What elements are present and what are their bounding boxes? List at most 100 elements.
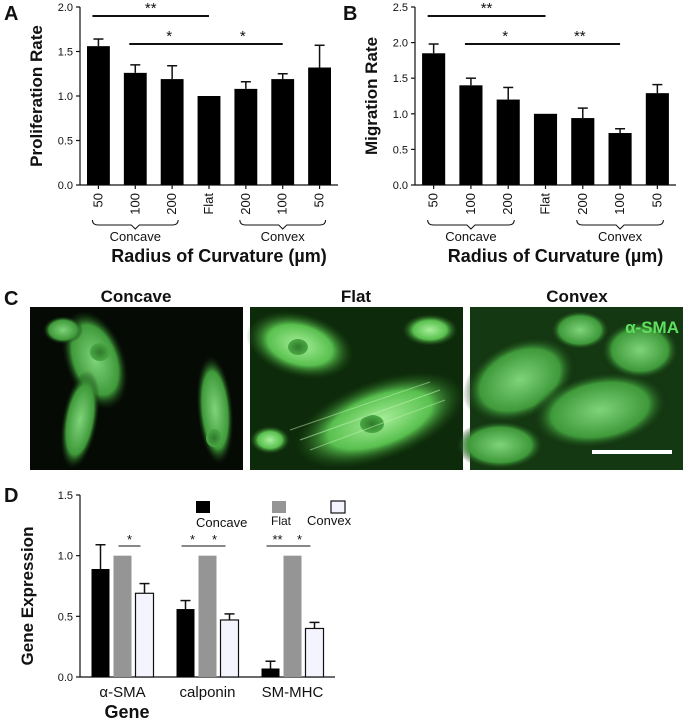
significance-label: ** bbox=[272, 532, 282, 547]
panel-letter-c: C bbox=[4, 288, 18, 310]
bar-flat bbox=[198, 555, 217, 677]
significance-label: * bbox=[502, 28, 508, 45]
group-bracket bbox=[427, 219, 515, 230]
significance-label: ** bbox=[481, 0, 493, 17]
y-tick-label: 2.0 bbox=[58, 2, 73, 14]
bar bbox=[533, 113, 558, 185]
image-title-convex: Convex bbox=[546, 287, 608, 306]
bar bbox=[271, 79, 295, 185]
x-tick-label: SM-MHC bbox=[262, 684, 324, 701]
bar-concave bbox=[176, 609, 195, 677]
group-label: Convex bbox=[261, 229, 306, 244]
x-tick-label: Flat bbox=[201, 193, 216, 215]
group-bracket bbox=[239, 219, 327, 230]
stain-label-alpha-sma: α-SMA bbox=[625, 318, 679, 337]
panel-letter-a: A bbox=[4, 3, 18, 25]
image-title-concave: Concave bbox=[101, 287, 172, 306]
significance-label: * bbox=[127, 532, 132, 547]
scale-bar bbox=[592, 450, 672, 454]
bar-flat bbox=[113, 555, 132, 677]
significance-label: * bbox=[212, 532, 217, 547]
x-tick-label: 100 bbox=[127, 193, 142, 215]
image-panel-flat bbox=[246, 307, 466, 470]
x-tick-label: 200 bbox=[500, 193, 515, 215]
x-tick-label: 200 bbox=[575, 193, 590, 215]
bar-flat bbox=[283, 555, 302, 677]
group-bracket bbox=[576, 219, 664, 230]
y-axis-label: Proliferation Rate bbox=[27, 25, 46, 167]
bar bbox=[422, 53, 446, 185]
significance-label: * bbox=[297, 532, 302, 547]
y-tick-label: 0.0 bbox=[58, 672, 73, 684]
y-tick-label: 0.5 bbox=[58, 611, 73, 623]
x-axis-label: Radius of Curvature (µm) bbox=[111, 246, 326, 266]
bar-convex bbox=[219, 619, 240, 678]
bar bbox=[234, 88, 258, 185]
group-label: Convex bbox=[598, 229, 643, 244]
x-tick-label: calponin bbox=[180, 684, 236, 701]
x-tick-label: 100 bbox=[612, 193, 627, 215]
y-tick-label: 1.5 bbox=[58, 490, 73, 502]
y-tick-label: 1.5 bbox=[393, 73, 408, 85]
bar bbox=[459, 85, 483, 185]
bar bbox=[160, 79, 184, 185]
x-axis-label: Gene bbox=[104, 702, 149, 722]
y-tick-label: 1.0 bbox=[58, 91, 73, 103]
y-tick-label: 0.5 bbox=[58, 136, 73, 148]
y-tick-label: 1.0 bbox=[58, 551, 73, 563]
chart-d-gene-expression: 0.00.51.01.5α-SMA calponin SM-MHC* * * ** *Con… bbox=[18, 490, 352, 722]
bar bbox=[608, 133, 632, 185]
bar-concave bbox=[91, 569, 110, 677]
y-tick-label: 0.0 bbox=[393, 180, 408, 192]
significance-label: ** bbox=[574, 28, 586, 45]
y-tick-label: 1.5 bbox=[58, 47, 73, 59]
y-axis-label: Migration Rate bbox=[362, 37, 381, 155]
y-axis-label: Gene Expression bbox=[18, 527, 37, 666]
x-tick-label: α-SMA bbox=[99, 684, 145, 701]
legend-label-convex: Convex bbox=[307, 513, 352, 528]
legend-swatch-concave bbox=[196, 501, 210, 513]
bar-concave bbox=[261, 668, 280, 677]
x-axis-label: Radius of Curvature (µm) bbox=[448, 246, 663, 266]
x-tick-label: 200 bbox=[164, 193, 179, 215]
x-tick-label: 100 bbox=[275, 193, 290, 215]
group-label: Concave bbox=[110, 229, 161, 244]
chart-b-migration: 0.0 0.5 1.0 1.5 2.0 2.5 50 100 200 Flat 200 100 50 Co… bbox=[362, 0, 676, 266]
significance-label: * bbox=[240, 28, 246, 45]
bar-convex bbox=[304, 627, 325, 678]
significance-label: ** bbox=[145, 0, 157, 17]
group-label: Concave bbox=[445, 229, 496, 244]
x-tick-label: 50 bbox=[649, 193, 664, 207]
bar bbox=[496, 99, 520, 185]
chart-a-proliferation: 0.0 0.5 1.0 1.5 2.0 50 100 200 Flat 200 100 50 Conca… bbox=[27, 0, 338, 266]
y-tick-label: 0.5 bbox=[393, 144, 408, 156]
y-tick-label: 1.0 bbox=[393, 109, 408, 121]
significance-label: * bbox=[190, 532, 195, 547]
x-tick-label: 50 bbox=[90, 193, 105, 207]
image-panel-convex bbox=[455, 307, 683, 470]
legend-swatch-flat bbox=[272, 501, 286, 513]
bar-convex bbox=[134, 592, 155, 678]
legend-label-flat: Flat bbox=[271, 514, 292, 528]
x-tick-label: 200 bbox=[238, 193, 253, 215]
y-tick-label: 2.5 bbox=[393, 2, 408, 14]
group-bracket bbox=[91, 219, 179, 230]
bar bbox=[571, 118, 595, 185]
image-title-flat: Flat bbox=[341, 287, 372, 306]
significance-label: * bbox=[166, 28, 172, 45]
bar bbox=[123, 72, 147, 185]
y-tick-label: 0.0 bbox=[58, 180, 73, 192]
bar bbox=[197, 96, 221, 185]
x-tick-label: 100 bbox=[463, 193, 478, 215]
legend-label-concave: Concave bbox=[196, 515, 247, 530]
bar bbox=[87, 46, 110, 185]
legend-swatch-convex bbox=[330, 500, 346, 514]
y-tick-label: 2.0 bbox=[393, 38, 408, 50]
bar bbox=[645, 93, 669, 185]
image-panel-concave bbox=[30, 307, 243, 470]
panel-letter-b: B bbox=[343, 3, 357, 25]
bar bbox=[308, 67, 331, 185]
panel-letter-d: D bbox=[4, 485, 18, 507]
x-tick-label: 50 bbox=[312, 193, 327, 207]
